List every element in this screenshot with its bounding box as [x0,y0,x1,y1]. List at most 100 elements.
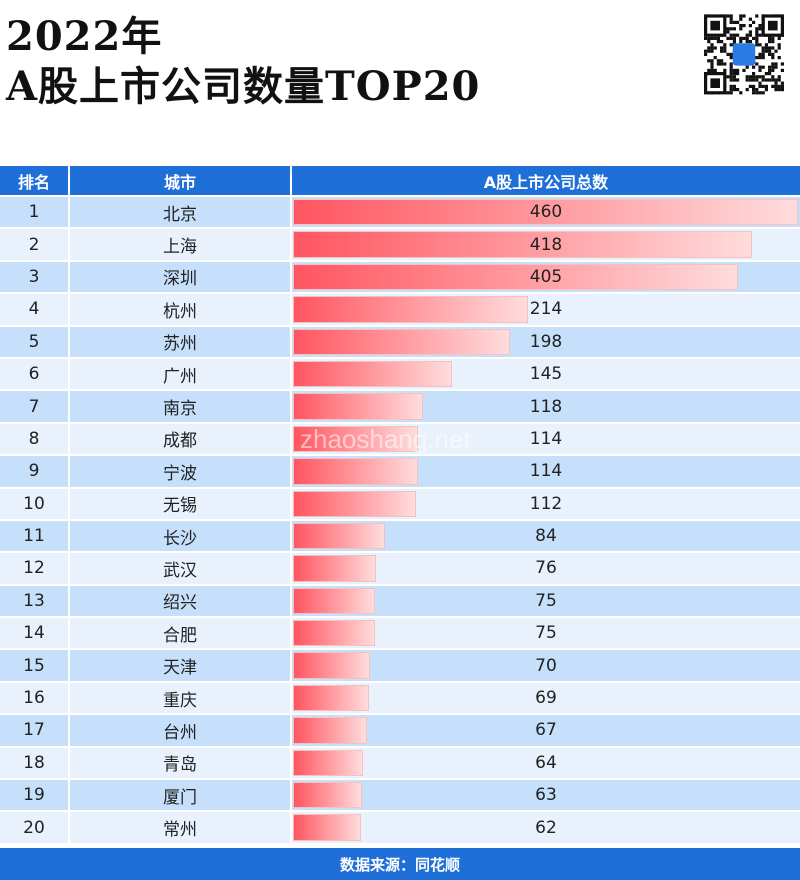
rank-cell: 2 [0,229,70,260]
bar [293,296,528,323]
city-cell: 厦门 [70,780,292,811]
bar-value-label: 75 [535,623,557,644]
header-city: 城市 [70,166,292,195]
rank-cell: 13 [0,585,70,617]
count-cell: 405 [292,262,800,292]
table-row: 8 成都 114 [0,423,800,457]
bar-value-label: 70 [535,655,557,676]
bar-value-label: 84 [535,526,557,547]
bar [293,231,752,258]
count-cell: 214 [292,294,800,324]
bar-value-label: 76 [535,558,557,579]
table-row: 4 杭州 214 [0,294,800,327]
count-cell: 118 [292,391,800,421]
city-cell: 台州 [70,715,292,746]
qr-code [704,8,784,104]
header-count: A股上市公司总数 [483,172,609,192]
rank-cell: 17 [0,715,70,746]
bar [293,360,453,388]
rank-cell: 15 [0,650,70,681]
city-cell: 常州 [70,812,292,843]
count-cell: 418 [292,229,800,259]
table-row: 15 天津 70 [0,650,800,683]
table-row: 10 无锡 112 [0,488,800,521]
bar-value-label: 112 [529,493,563,514]
table-row: 2 上海 418 [0,229,800,262]
table-row: 1 北京 460 [0,197,800,230]
header-rank: 排名 [0,166,70,195]
bar [293,522,386,550]
source-footer: 数据来源：同花顺 [0,848,800,880]
bar-value-label: 214 [529,299,563,320]
bar-value-label: 145 [529,364,563,385]
rank-cell: 20 [0,812,70,843]
table-row: 19 厦门 63 [0,780,800,813]
city-cell: 广州 [70,358,292,390]
bar-value-label: 69 [535,688,557,709]
bar-value-label: 67 [535,720,557,741]
count-cell: 70 [292,650,800,680]
bar [293,814,362,841]
bar-value-label: 114 [529,428,563,449]
count-cell: 460 [292,197,800,227]
rank-cell: 18 [0,747,70,779]
rank-cell: 19 [0,780,70,811]
count-cell: 75 [292,618,800,648]
rank-cell: 5 [0,326,70,357]
bar [293,684,369,712]
bar-value-label: 405 [529,266,563,287]
bar [293,782,363,809]
rank-cell: 16 [0,682,70,714]
count-cell: 114 [292,456,800,486]
rank-cell: 11 [0,520,70,552]
table-row: 12 武汉 76 [0,553,800,586]
count-cell: 75 [292,586,800,616]
bar-value-label: 63 [535,785,557,806]
table-row: 11 长沙 84 [0,520,800,554]
count-cell: 64 [292,748,800,778]
city-cell: 上海 [70,229,292,260]
count-cell: 63 [292,780,800,810]
rank-cell: 7 [0,391,70,422]
bar [293,328,511,355]
city-cell: 苏州 [70,326,292,357]
bar [293,393,423,420]
table-row: 5 苏州 198 [0,326,800,359]
bar [293,555,377,582]
rank-cell: 3 [0,261,70,293]
bar [293,490,416,517]
city-cell: 绍兴 [70,585,292,617]
table-header: 排名 城市 A股上市公司总数 [0,166,800,197]
rank-cell: 12 [0,553,70,584]
city-cell: 天津 [70,650,292,681]
rank-cell: 4 [0,294,70,325]
rank-cell: 8 [0,423,70,455]
watermark: zhaoshang.net [300,424,471,454]
count-cell: 145 [292,359,800,389]
table-row: 16 重庆 69 [0,682,800,716]
rank-cell: 6 [0,358,70,390]
bar-value-label: 460 [529,202,563,223]
bar [293,263,738,291]
table-row: 14 合肥 75 [0,618,800,651]
table-row: 7 南京 118 [0,391,800,424]
city-cell: 杭州 [70,294,292,325]
bar-value-label: 118 [529,396,563,417]
city-cell: 深圳 [70,261,292,293]
table-row: 9 宁波 114 [0,456,800,489]
city-cell: 成都 [70,423,292,455]
bar [293,749,364,777]
table-row: 20 常州 62 [0,812,800,845]
table-row: 17 台州 67 [0,715,800,748]
ranking-table: 排名 城市 A股上市公司总数 1 北京 460 2 上海 418 3 深圳 405 4… [0,166,800,845]
count-cell: 76 [292,553,800,583]
bar-value-label: 114 [529,461,563,482]
bar-value-label: 75 [535,590,557,611]
title-line-1: 2022年 [6,13,163,60]
rank-cell: 14 [0,618,70,649]
bar [293,620,376,647]
rank-cell: 1 [0,197,70,228]
bar-value-label: 62 [535,817,557,838]
count-cell: 67 [292,715,800,745]
title-line-2: A股上市公司数量TOP20 [6,63,481,110]
